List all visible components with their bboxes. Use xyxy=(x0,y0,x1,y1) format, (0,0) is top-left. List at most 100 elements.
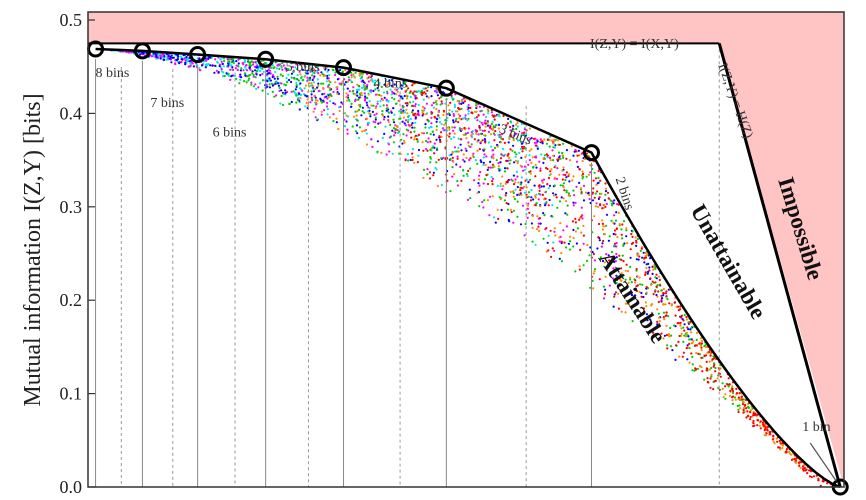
scatter-point xyxy=(433,146,436,149)
scatter-point xyxy=(507,117,510,120)
scatter-point xyxy=(463,126,466,130)
scatter-point xyxy=(607,197,610,200)
scatter-point xyxy=(332,113,335,116)
scatter-point xyxy=(528,211,531,214)
scatter-point xyxy=(219,58,222,61)
scatter-point xyxy=(198,57,201,60)
scatter-point xyxy=(641,256,644,259)
scatter-point xyxy=(170,61,173,64)
scatter-point xyxy=(478,125,481,128)
scatter-point xyxy=(635,285,638,288)
scatter-point xyxy=(605,202,608,206)
scatter-point xyxy=(630,232,633,236)
y-axis-label: Mutual information I(Z,Y) [bits] xyxy=(20,93,46,406)
scatter-point xyxy=(588,254,591,257)
scatter-point xyxy=(545,142,549,145)
scatter-point xyxy=(491,183,494,186)
scatter-point xyxy=(601,207,604,210)
scatter-point xyxy=(303,87,306,90)
y-tick-label: 0.5 xyxy=(60,10,83,30)
scatter-point xyxy=(355,99,358,102)
scatter-point xyxy=(631,235,634,238)
scatter-point xyxy=(409,117,412,120)
scatter-point xyxy=(549,156,552,160)
scatter-point xyxy=(558,200,562,203)
scatter-point xyxy=(802,469,805,472)
scatter-point xyxy=(765,432,768,435)
scatter-point xyxy=(478,120,481,123)
scatter-point xyxy=(410,136,413,139)
scatter-point xyxy=(385,78,388,81)
scatter-point xyxy=(470,143,473,146)
scatter-point xyxy=(310,90,313,93)
scatter-point xyxy=(220,68,223,71)
scatter-point xyxy=(364,85,367,88)
scatter-point xyxy=(617,307,621,310)
scatter-point xyxy=(526,204,530,207)
scatter-point xyxy=(567,175,570,178)
scatter-point xyxy=(501,154,504,157)
scatter-point xyxy=(363,88,366,91)
scatter-point xyxy=(534,155,537,159)
scatter-point xyxy=(810,470,813,473)
scatter-point xyxy=(490,111,493,114)
scatter-point xyxy=(492,153,495,156)
scatter-point xyxy=(749,418,752,421)
scatter-point xyxy=(484,125,487,128)
scatter-point xyxy=(677,309,680,312)
scatter-point xyxy=(599,204,602,207)
scatter-point xyxy=(175,58,178,62)
scatter-point xyxy=(568,248,572,251)
scatter-point xyxy=(662,287,666,291)
scatter-point xyxy=(578,268,582,271)
scatter-point xyxy=(678,334,681,338)
scatter-point xyxy=(595,183,598,186)
scatter-point xyxy=(724,397,727,400)
scatter-point xyxy=(651,280,654,283)
scatter-point xyxy=(625,227,628,230)
scatter-point xyxy=(214,58,217,61)
scatter-point xyxy=(741,398,744,401)
scatter-point xyxy=(464,133,467,136)
scatter-point xyxy=(649,318,652,321)
scatter-point xyxy=(365,101,368,104)
scatter-point xyxy=(462,133,465,136)
scatter-point xyxy=(575,150,578,153)
scatter-point xyxy=(457,113,460,116)
scatter-point xyxy=(179,55,182,58)
scatter-point xyxy=(476,119,479,122)
scatter-point xyxy=(640,247,643,250)
scatter-point xyxy=(257,86,260,89)
scatter-point xyxy=(698,365,702,368)
scatter-point xyxy=(692,339,695,342)
scatter-point xyxy=(484,119,487,122)
scatter-point xyxy=(459,143,462,146)
scatter-point xyxy=(554,234,557,237)
scatter-point xyxy=(572,189,575,192)
scatter-point xyxy=(452,121,455,124)
scatter-point xyxy=(424,92,427,95)
scatter-point xyxy=(656,320,659,323)
scatter-point xyxy=(543,214,546,217)
bin-count-label: 4 bins xyxy=(374,77,408,92)
scatter-point xyxy=(533,141,537,144)
scatter-point xyxy=(471,112,474,115)
scatter-point xyxy=(629,256,632,259)
scatter-point xyxy=(600,192,603,195)
scatter-point xyxy=(575,242,579,245)
scatter-point xyxy=(317,90,320,93)
scatter-point xyxy=(381,98,385,102)
scatter-point xyxy=(376,100,379,103)
scatter-point xyxy=(512,174,516,177)
scatter-point xyxy=(180,58,184,61)
scatter-point xyxy=(589,164,592,167)
scatter-point xyxy=(678,355,681,358)
scatter-point xyxy=(388,111,391,114)
scatter-point xyxy=(559,222,562,225)
scatter-point xyxy=(489,166,492,169)
scatter-point xyxy=(749,411,752,414)
scatter-point xyxy=(522,133,526,136)
scatter-point xyxy=(502,154,505,157)
scatter-point xyxy=(513,197,517,201)
scatter-point xyxy=(223,59,226,63)
